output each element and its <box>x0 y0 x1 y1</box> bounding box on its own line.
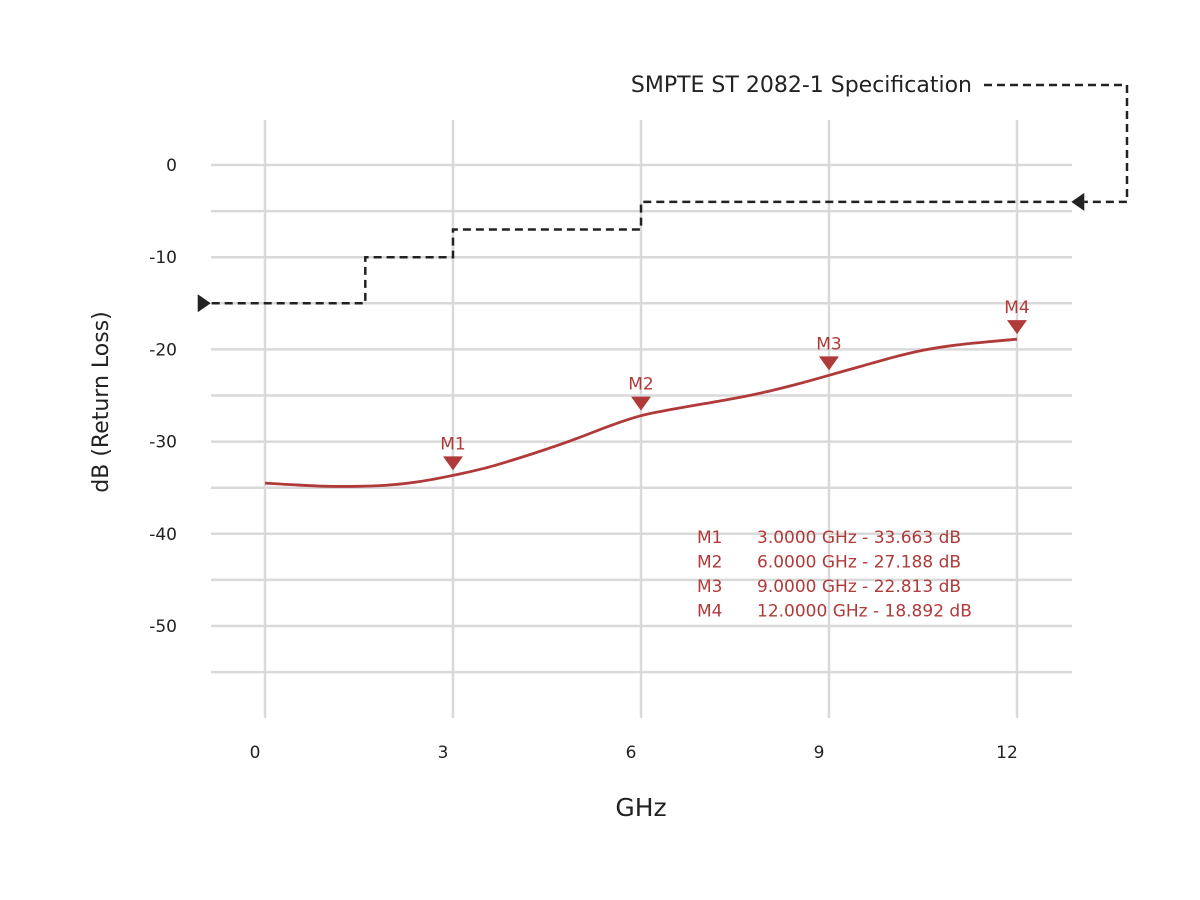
marker-readout-table: M1 3.0000 GHz - 33.663 dB M2 6.0000 GHz - 2… <box>697 528 972 622</box>
y-tick-label: -40 <box>149 525 177 545</box>
readout-marker-name: M1 <box>697 528 722 548</box>
y-tick-label: 0 <box>166 156 177 176</box>
marker-triangle <box>443 456 463 471</box>
tick-labels: 0 3 6 9 12 0 -10 -20 -30 -40 -50 <box>149 156 1018 763</box>
x-tick-label: 12 <box>996 743 1018 763</box>
marker-label: M3 <box>816 334 841 354</box>
readout-value: 9.0000 GHz - 22.813 dB <box>757 577 961 597</box>
spec-limit-label: SMPTE ST 2082-1 Specification <box>631 73 972 98</box>
marker-triangle <box>819 356 839 371</box>
marker-triangle <box>1007 320 1027 335</box>
readout-value: 6.0000 GHz - 27.188 dB <box>757 553 961 573</box>
readout-marker-name: M4 <box>697 602 722 622</box>
y-tick-label: -50 <box>149 617 177 637</box>
y-tick-label: -30 <box>149 433 177 453</box>
marker-layer: M1 M2 M3 M4 <box>440 298 1030 471</box>
marker-triangle <box>631 396 651 411</box>
x-axis-title: GHz <box>615 793 666 822</box>
y-tick-label: -10 <box>149 248 177 268</box>
readout-value: 3.0000 GHz - 33.663 dB <box>757 528 961 548</box>
spec-limit-line <box>211 200 1071 305</box>
spec-start-arrow <box>197 294 211 313</box>
x-tick-label: 3 <box>438 743 449 763</box>
x-tick-label: 0 <box>250 743 261 763</box>
spec-end-arrow <box>1071 192 1085 211</box>
readout-value: 12.0000 GHz - 18.892 dB <box>757 602 972 622</box>
readout-marker-name: M3 <box>697 577 722 597</box>
x-tick-label: 9 <box>814 743 825 763</box>
spec-limit-layer <box>197 83 1129 313</box>
marker-label: M1 <box>440 434 465 454</box>
marker-label: M4 <box>1004 298 1029 318</box>
spec-callout-leader <box>984 83 1129 204</box>
marker-label: M2 <box>628 375 653 395</box>
x-tick-label: 6 <box>626 743 637 763</box>
grid-layer <box>211 120 1072 718</box>
return-loss-trace <box>264 337 1018 488</box>
y-axis-title: dB (Return Loss) <box>89 311 114 492</box>
y-tick-label: -20 <box>149 340 177 360</box>
readout-marker-name: M2 <box>697 553 722 573</box>
trace-layer <box>264 337 1018 488</box>
